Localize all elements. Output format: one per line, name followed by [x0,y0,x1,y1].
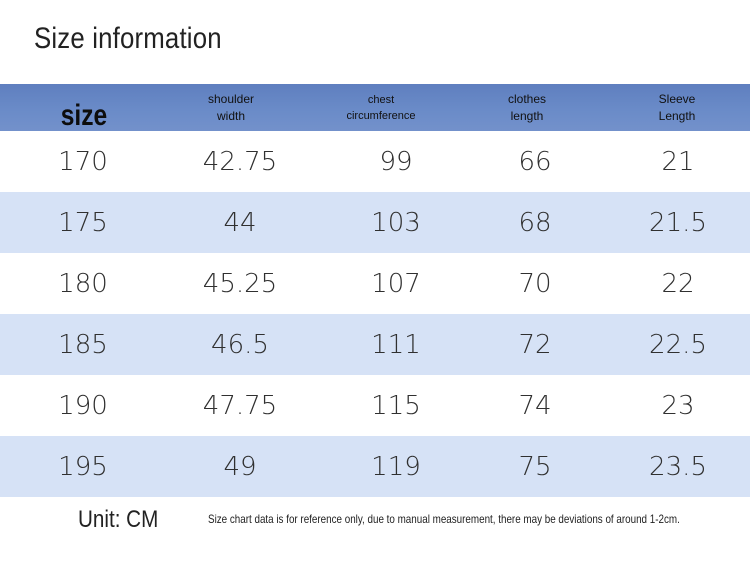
cell-shoulder-width: 42.75 [202,146,278,177]
table-row: 185 46.5 111 72 22.5 [0,314,750,375]
cell-shoulder-width: 44 [223,207,257,238]
header-clothes-length: clothes length [508,84,546,131]
cell-size: 170 [58,146,108,177]
cell-size: 195 [58,451,108,482]
cell-sleeve-length: 22 [661,268,695,299]
cell-chest: 119 [371,451,421,482]
cell-sleeve-length: 23.5 [649,451,707,482]
cell-sleeve-length: 23 [661,390,695,421]
table-header: size shoulder width chest circumference … [0,84,750,131]
cell-sleeve-length: 22.5 [649,329,707,360]
cell-sleeve-length: 21 [661,146,695,177]
header-size-label: size [60,99,108,132]
header-line: width [216,108,245,123]
table-row: 195 49 119 75 23.5 [0,436,750,497]
header-chest-circumference: chest circumference [346,84,415,131]
footer: Unit: CM Size chart data is for referenc… [0,494,750,554]
cell-chest: 107 [371,268,421,299]
header-line: chest [367,93,395,106]
cell-shoulder-width: 49 [223,451,257,482]
page-title: Size information [34,22,222,55]
header-size: size [61,84,108,139]
header-line: shoulder [207,91,255,106]
table-row: 175 44 103 68 21.5 [0,192,750,253]
header-sleeve-length: Sleeve Length [659,84,696,131]
cell-shoulder-width: 47.75 [202,390,278,421]
cell-clothes-length: 66 [518,146,552,177]
header-shoulder-width: shoulder width [208,84,254,131]
unit-label: Unit: CM [78,506,159,533]
cell-shoulder-width: 45.25 [202,268,278,299]
cell-shoulder-width: 46.5 [211,329,269,360]
cell-size: 180 [58,268,108,299]
cell-chest: 99 [379,146,413,177]
header-line: clothes [507,91,547,106]
header-line: circumference [346,109,416,122]
header-line: Sleeve [658,91,696,106]
table-row: 180 45.25 107 70 22 [0,253,750,314]
disclaimer-note: Size chart data is for reference only, d… [208,512,680,526]
cell-clothes-length: 70 [518,268,552,299]
cell-chest: 115 [371,390,421,421]
cell-clothes-length: 72 [518,329,552,360]
cell-size: 185 [58,329,108,360]
cell-chest: 103 [371,207,421,238]
size-table: size shoulder width chest circumference … [0,84,750,497]
cell-chest: 111 [371,329,421,360]
cell-clothes-length: 75 [518,451,552,482]
cell-clothes-length: 68 [518,207,552,238]
header-line: Length [658,108,696,123]
cell-sleeve-length: 21.5 [649,207,707,238]
header-line: length [510,108,544,123]
cell-size: 190 [58,390,108,421]
cell-size: 175 [58,207,108,238]
table-row: 170 42.75 99 66 21 [0,131,750,192]
cell-clothes-length: 74 [518,390,552,421]
table-row: 190 47.75 115 74 23 [0,375,750,436]
